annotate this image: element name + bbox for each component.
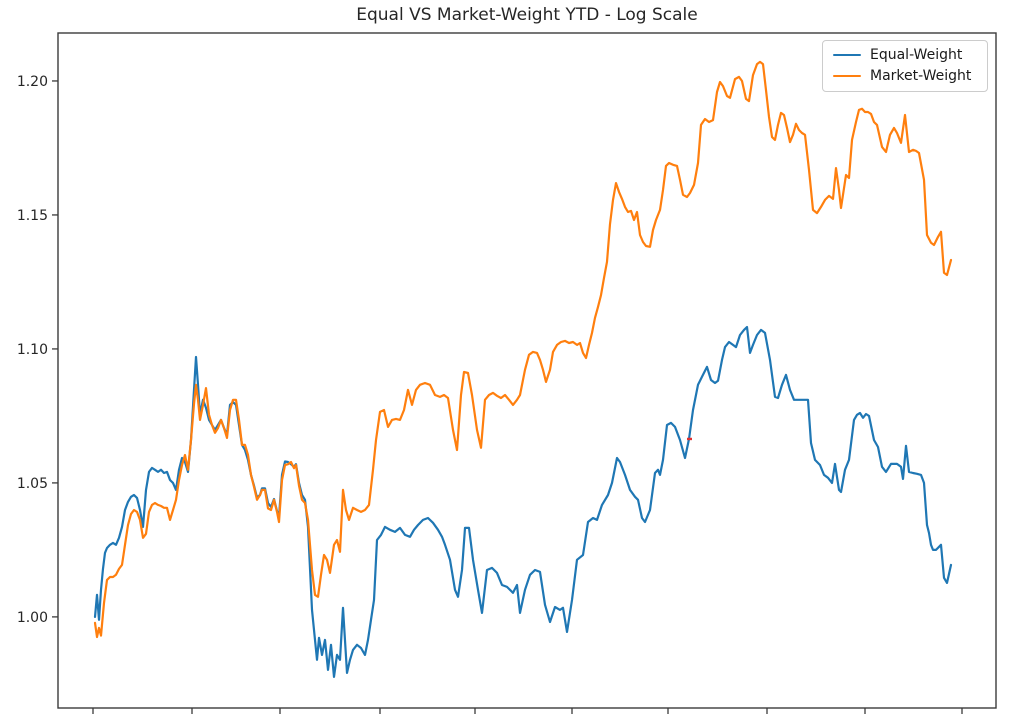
legend: Equal-Weight Market-Weight: [822, 40, 988, 92]
y-axis-tick-label: 1.05: [17, 476, 48, 492]
market-weight-line: [93, 60, 953, 639]
chart-title: Equal VS Market-Weight YTD - Log Scale: [356, 5, 698, 25]
equal-weight-line: [93, 325, 953, 679]
legend-label-market-weight: Market-Weight: [870, 68, 972, 84]
legend-label-equal-weight: Equal-Weight: [870, 47, 963, 63]
axes-spines: [57, 32, 997, 709]
legend-entry-equal-weight: Equal-Weight: [833, 47, 977, 63]
y-axis-tick-label: 1.20: [17, 74, 48, 90]
y-axis-tick-label: 1.10: [17, 342, 48, 358]
y-axis-tick-label: 1.15: [17, 208, 48, 224]
legend-entry-market-weight: Market-Weight: [833, 68, 977, 84]
axes-ticks: 1.00 1.05 1.10 1.15 1.20: [17, 74, 963, 714]
market-weight-line-swatch: [833, 74, 861, 78]
equal-weight-line-swatch: [833, 53, 861, 57]
y-axis-tick-label: 1.00: [17, 610, 48, 626]
